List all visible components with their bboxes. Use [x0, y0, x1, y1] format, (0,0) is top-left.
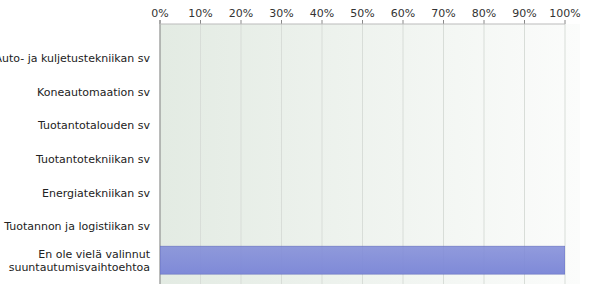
- tick-label: 10%: [188, 7, 212, 20]
- tick-mark: [443, 20, 444, 24]
- bar: [160, 212, 161, 240]
- tick-label: 0%: [151, 7, 168, 20]
- tick-label: 50%: [350, 7, 374, 20]
- tick-mark: [241, 20, 242, 24]
- tick-mark: [322, 20, 323, 24]
- grid-line: [403, 24, 404, 284]
- bar: [160, 111, 161, 139]
- category-label: Koneautomaation sv: [37, 86, 150, 99]
- grid-line: [322, 24, 323, 284]
- axis-line: [160, 24, 565, 25]
- tick-mark: [484, 20, 485, 24]
- category-label: Tuotannon ja logistiikan sv: [3, 220, 150, 233]
- grid-line: [565, 24, 566, 284]
- tick-mark: [362, 20, 363, 24]
- tick-label: 20%: [229, 7, 253, 20]
- axis-line: [160, 20, 161, 284]
- plot-background: [160, 24, 580, 284]
- category-label: Energiatekniikan sv: [42, 187, 150, 200]
- tick-label: 40%: [310, 7, 334, 20]
- bar: [160, 44, 161, 72]
- tick-mark: [565, 20, 566, 24]
- grid-line: [524, 24, 525, 284]
- tick-mark: [281, 20, 282, 24]
- category-label: En ole vielä valinnutsuuntautumisvaihtoe…: [9, 248, 151, 274]
- chart: 0% 10% 20% 30% 40% 50% 60% 70% 80% 90% 100% Auto- j…: [0, 0, 600, 299]
- tick-label: 100%: [549, 7, 580, 20]
- category-label: Auto- ja kuljetustekniikan sv: [0, 52, 150, 65]
- grid-line: [484, 24, 485, 284]
- bar: [160, 78, 161, 106]
- grid-line: [362, 24, 363, 284]
- bar: [160, 246, 565, 274]
- tick-label: 80%: [472, 7, 496, 20]
- tick-label: 60%: [391, 7, 415, 20]
- tick-mark: [524, 20, 525, 24]
- tick-label: 70%: [431, 7, 455, 20]
- tick-mark: [200, 20, 201, 24]
- tick-mark: [403, 20, 404, 24]
- tick-label: 90%: [512, 7, 536, 20]
- grid-line: [443, 24, 444, 284]
- bars: [160, 246, 565, 274]
- bar: [160, 179, 161, 207]
- tick-label: 30%: [269, 7, 293, 20]
- category-label: Tuotantotekniikan sv: [35, 153, 150, 166]
- grid-line: [241, 24, 242, 284]
- category-label: Tuotantotalouden sv: [37, 119, 151, 132]
- grid-line: [281, 24, 282, 284]
- bar: [160, 145, 161, 173]
- grid-line: [200, 24, 201, 284]
